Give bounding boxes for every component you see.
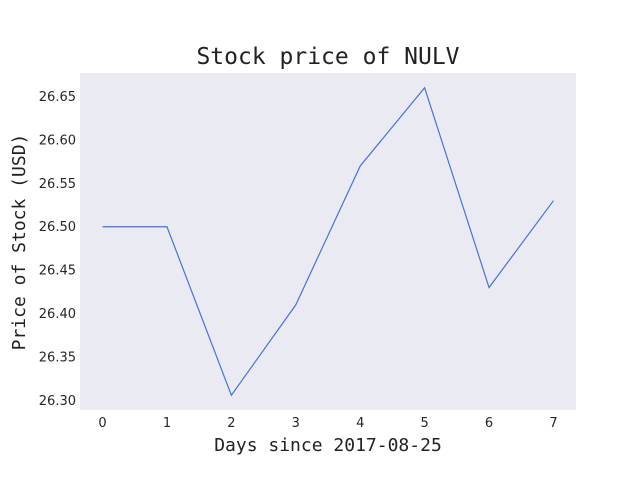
y-tick-label: 26.30 (39, 394, 76, 409)
x-tick-label: 4 (356, 416, 364, 431)
x-tick-label: 2 (227, 416, 235, 431)
y-axis-label: Price of Stock (USD) (9, 134, 30, 351)
y-tick-label: 26.40 (39, 307, 76, 322)
x-tick-label: 3 (292, 416, 300, 431)
y-tick-label: 26.65 (39, 90, 76, 105)
x-axis-label: Days since 2017-08-25 (214, 435, 442, 456)
x-axis-ticks: 0 1 2 3 4 5 6 7 (98, 416, 557, 431)
x-tick-label: 1 (163, 416, 171, 431)
y-axis-ticks: 26.30 26.35 26.40 26.45 26.50 26.55 26.60 26.65 (39, 90, 76, 409)
series-group (102, 86, 554, 397)
y-tick-label: 26.35 (39, 351, 76, 366)
x-tick-label: 0 (98, 416, 106, 431)
y-tick-label: 26.55 (39, 177, 76, 192)
x-tick-label: 6 (485, 416, 493, 431)
y-tick-label: 26.50 (39, 220, 76, 235)
x-tick-label: 5 (420, 416, 428, 431)
y-tick-label: 26.60 (39, 133, 76, 148)
plot-area (80, 73, 576, 410)
x-tick-label: 7 (549, 416, 557, 431)
y-tick-label: 26.45 (39, 264, 76, 279)
series-line (102, 86, 554, 397)
chart-title: Stock price of NULV (196, 44, 459, 70)
